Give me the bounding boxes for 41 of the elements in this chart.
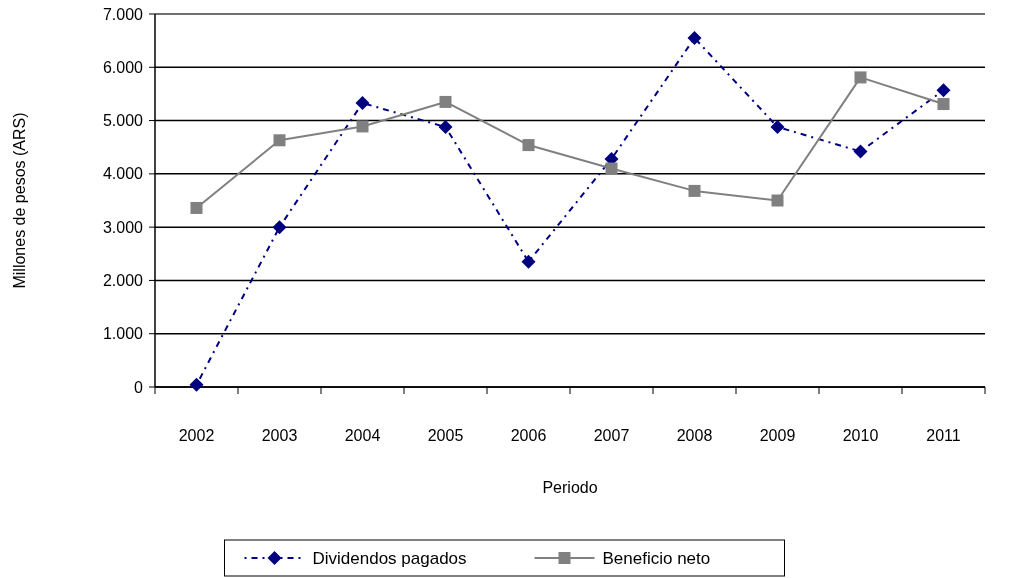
point [190,201,203,214]
y-tick-label: 6.000 [102,58,144,76]
y-tick-label: 4.000 [102,165,144,183]
point [189,377,204,392]
x-tick-label: 2008 [676,427,713,444]
y-tick-label: 5.000 [102,112,144,130]
point [439,95,452,108]
x-tick-label: 2003 [261,427,298,444]
point [355,95,370,110]
y-tick-label: 7.000 [102,5,144,23]
point [853,144,868,159]
x-tick-label: 2005 [427,427,464,444]
x-tick-label: 2004 [344,427,381,444]
point [522,139,535,152]
legend-label: Beneficio neto [602,548,711,568]
x-tick-label: 2002 [178,427,215,444]
x-tick-label: 2011 [926,427,961,444]
point [521,254,536,269]
point [770,119,785,134]
y-axis-title: Millones de pesos (ARS) [11,112,28,289]
point [605,162,618,175]
point [936,83,951,98]
point [438,119,453,134]
x-tick-label: 2010 [842,427,879,444]
point [687,30,702,45]
y-tick-label: 1.000 [102,325,144,343]
point [854,71,867,84]
y-tick-label: 2.000 [102,272,144,290]
x-axis-title: Periodo [542,479,598,496]
point [272,220,287,235]
y-tick-label: 0 [134,378,144,396]
x-tick-label: 2006 [510,427,547,444]
x-tick-label: 2007 [593,427,630,444]
point [688,184,701,197]
y-tick-label: 3.000 [102,218,144,236]
x-tick-label: 2009 [759,427,796,444]
point [937,98,950,111]
point [273,134,286,147]
point [356,120,369,133]
point [771,194,784,207]
legend-label: Dividendos pagados [312,548,467,568]
